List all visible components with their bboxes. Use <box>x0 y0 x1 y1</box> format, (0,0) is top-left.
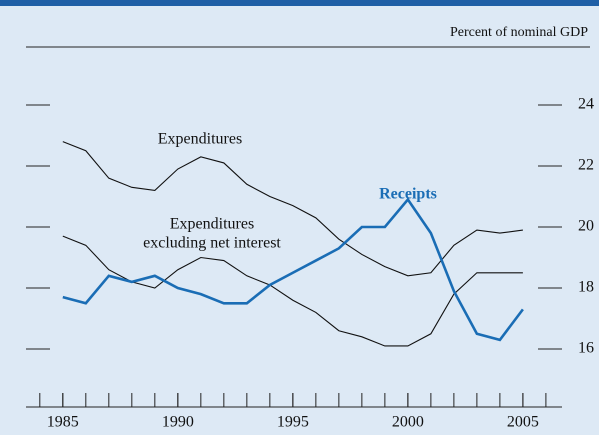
series-line <box>62 141 523 277</box>
y-tick-label: 22 <box>578 157 594 174</box>
x-tick-label: 1995 <box>277 414 309 431</box>
x-tick-label: 1990 <box>162 414 194 431</box>
subtitle: Percent of nominal GDP <box>450 25 588 40</box>
series-label: Expenditures <box>158 131 242 148</box>
x-tick-label: 2000 <box>392 414 424 431</box>
series-label: excluding net interest <box>143 235 281 252</box>
y-tick-label: 20 <box>578 218 594 235</box>
series-label: Receipts <box>379 186 437 203</box>
y-tick-label: 24 <box>578 96 594 113</box>
y-tick-label: 16 <box>578 340 594 357</box>
series-label: Expenditures <box>170 216 254 233</box>
series-line <box>62 197 524 342</box>
series-line <box>62 235 523 347</box>
y-tick-label: 18 <box>578 279 594 296</box>
x-tick-label: 2005 <box>507 414 539 431</box>
top-bar <box>0 0 599 6</box>
x-tick-label: 1985 <box>47 414 79 431</box>
